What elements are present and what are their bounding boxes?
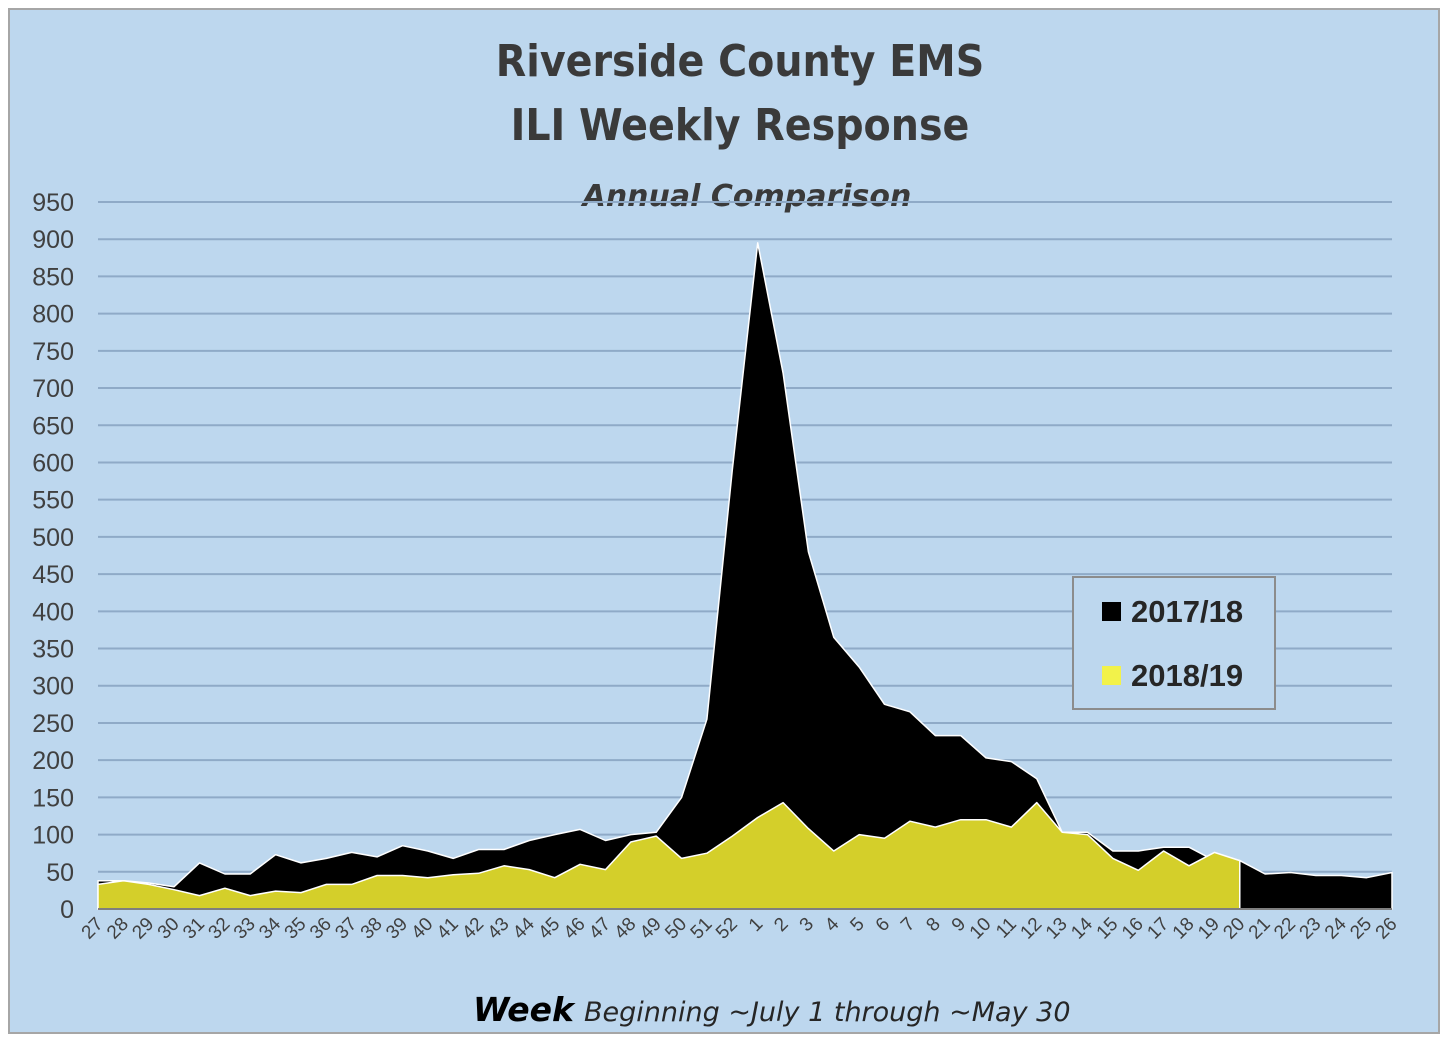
x-tick-label: 7 xyxy=(897,914,919,936)
y-tick-label: 400 xyxy=(32,598,74,626)
y-tick-label: 300 xyxy=(32,673,74,701)
y-tick-label: 900 xyxy=(32,226,74,254)
chart-svg: Riverside County EMS ILI Weekly Response… xyxy=(32,36,1402,1029)
y-tick-label: 200 xyxy=(32,747,74,775)
y-tick-label: 250 xyxy=(32,710,74,738)
x-axis-label: Week Beginning ~July 1 through ~May 30 xyxy=(473,990,1071,1029)
y-tick-label: 100 xyxy=(32,822,74,850)
x-axis-ticks: 2728293031323334353637383940414243444546… xyxy=(78,913,1402,943)
series-area-2017-18 xyxy=(97,242,1393,910)
plot-area xyxy=(97,242,1393,910)
legend-label-2017-18: 2017/18 xyxy=(1131,594,1243,629)
y-axis-ticks: 0 50 100 150 200 250 300 350 400 450 500 550 600 650 7… xyxy=(32,189,74,924)
y-tick-label: 50 xyxy=(46,859,74,887)
x-axis-label-rest: Beginning ~July 1 through ~May 30 xyxy=(584,997,1071,1028)
y-tick-label: 550 xyxy=(32,487,74,515)
y-tick-label: 750 xyxy=(32,338,74,366)
y-tick-label: 800 xyxy=(32,301,74,329)
y-tick-label: 450 xyxy=(32,561,74,589)
chart-title-line-2: ILI Weekly Response xyxy=(511,100,970,151)
x-tick-label: 10 xyxy=(966,914,996,944)
chart-title: Riverside County EMS ILI Weekly Response xyxy=(496,36,984,151)
x-tick-label: 6 xyxy=(872,914,894,936)
x-tick-label: 2 xyxy=(770,914,792,936)
legend-swatch-2018-19 xyxy=(1102,666,1121,685)
y-tick-label: 350 xyxy=(32,636,74,664)
legend: 2017/18 2018/19 xyxy=(1072,576,1276,710)
chart-subtitle: Annual Comparison xyxy=(581,179,912,214)
y-tick-label: 500 xyxy=(32,524,74,552)
x-tick-label: 26 xyxy=(1372,914,1402,944)
x-tick-label: 8 xyxy=(923,914,945,936)
y-tick-label: 600 xyxy=(32,449,74,477)
x-tick-label: 4 xyxy=(821,913,844,936)
y-tick-label: 950 xyxy=(32,189,74,217)
y-tick-label: 700 xyxy=(32,375,74,403)
y-tick-label: 150 xyxy=(32,784,74,812)
legend-swatch-2017-18 xyxy=(1102,602,1121,621)
x-tick-label: 1 xyxy=(745,914,767,936)
x-tick-label: 3 xyxy=(796,914,818,936)
y-tick-label: 0 xyxy=(60,896,74,924)
y-tick-label: 850 xyxy=(32,263,74,291)
legend-label-2018-19: 2018/19 xyxy=(1131,658,1243,693)
x-axis-label-bold: Week xyxy=(473,990,576,1029)
x-tick-label: 5 xyxy=(846,914,868,936)
legend-box xyxy=(1072,576,1276,710)
chart-title-line-1: Riverside County EMS xyxy=(496,36,984,87)
x-tick-label: 52 xyxy=(712,914,742,944)
y-tick-label: 650 xyxy=(32,412,74,440)
chart-frame: Riverside County EMS ILI Weekly Response… xyxy=(8,8,1440,1034)
x-tick-label: 9 xyxy=(948,914,970,936)
series-area-2018-19 xyxy=(97,801,1241,910)
